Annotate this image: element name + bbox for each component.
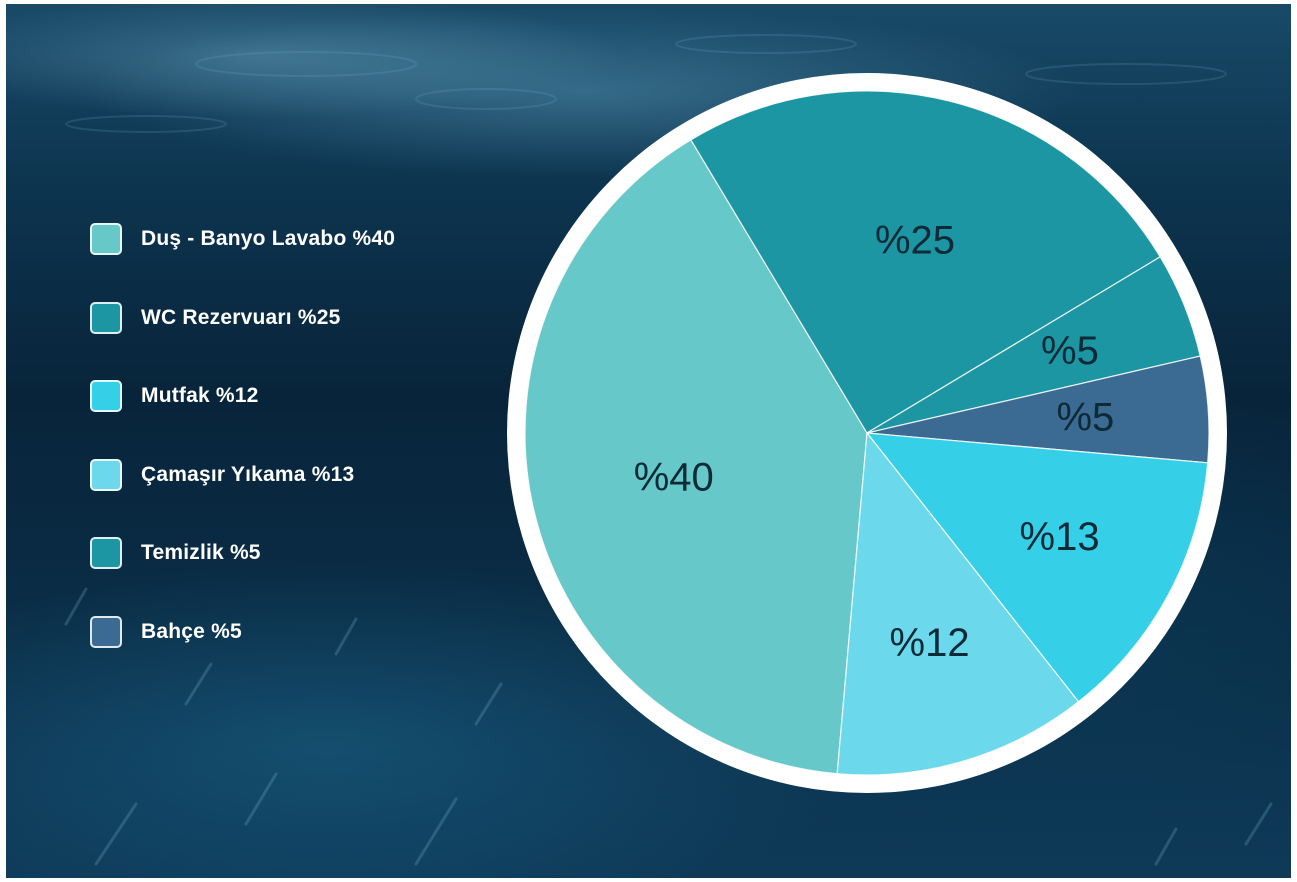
slice-label: %5	[1056, 396, 1114, 440]
legend-item: Mutfak %12	[90, 379, 259, 413]
legend-item: Çamaşır Yıkama %13	[90, 458, 354, 492]
pie-slice	[690, 90, 1161, 434]
legend-swatch	[90, 380, 122, 412]
pie-slice	[524, 139, 868, 775]
pie-slice	[865, 432, 1209, 703]
slice-label: %5	[1041, 329, 1099, 373]
legend-label: Çamaşır Yıkama %13	[141, 463, 355, 486]
legend-label: WC Rezervuarı %25	[141, 306, 341, 329]
legend-swatch	[90, 302, 122, 334]
legend-item: Bahçe %5	[90, 615, 242, 649]
legend-item: Temizlik %5	[90, 536, 261, 570]
legend-swatch	[90, 223, 122, 255]
slice-label: %40	[634, 456, 714, 500]
chart-frame: Duş - Banyo Lavabo %40 WC Rezervuarı %25…	[6, 4, 1291, 878]
pie-slice	[836, 431, 1080, 776]
slice-label: %12	[890, 621, 970, 665]
legend-label: Duş - Banyo Lavabo %40	[141, 227, 396, 250]
legend-item: WC Rezervuarı %25	[90, 301, 340, 335]
water-background	[64, 34, 1273, 866]
legend-item: Duş - Banyo Lavabo %40	[90, 222, 395, 256]
slice-label: %13	[1020, 515, 1100, 559]
legend-label: Bahçe %5	[141, 620, 242, 643]
pie-chart: %40 %25 %5 %5 %13 %12	[507, 73, 1227, 793]
legend-swatch	[90, 459, 122, 491]
slice-label: %25	[875, 219, 955, 263]
legend-swatch	[90, 616, 122, 648]
legend-label: Mutfak %12	[141, 384, 259, 407]
legend-swatch	[90, 537, 122, 569]
legend-label: Temizlik %5	[141, 541, 261, 564]
